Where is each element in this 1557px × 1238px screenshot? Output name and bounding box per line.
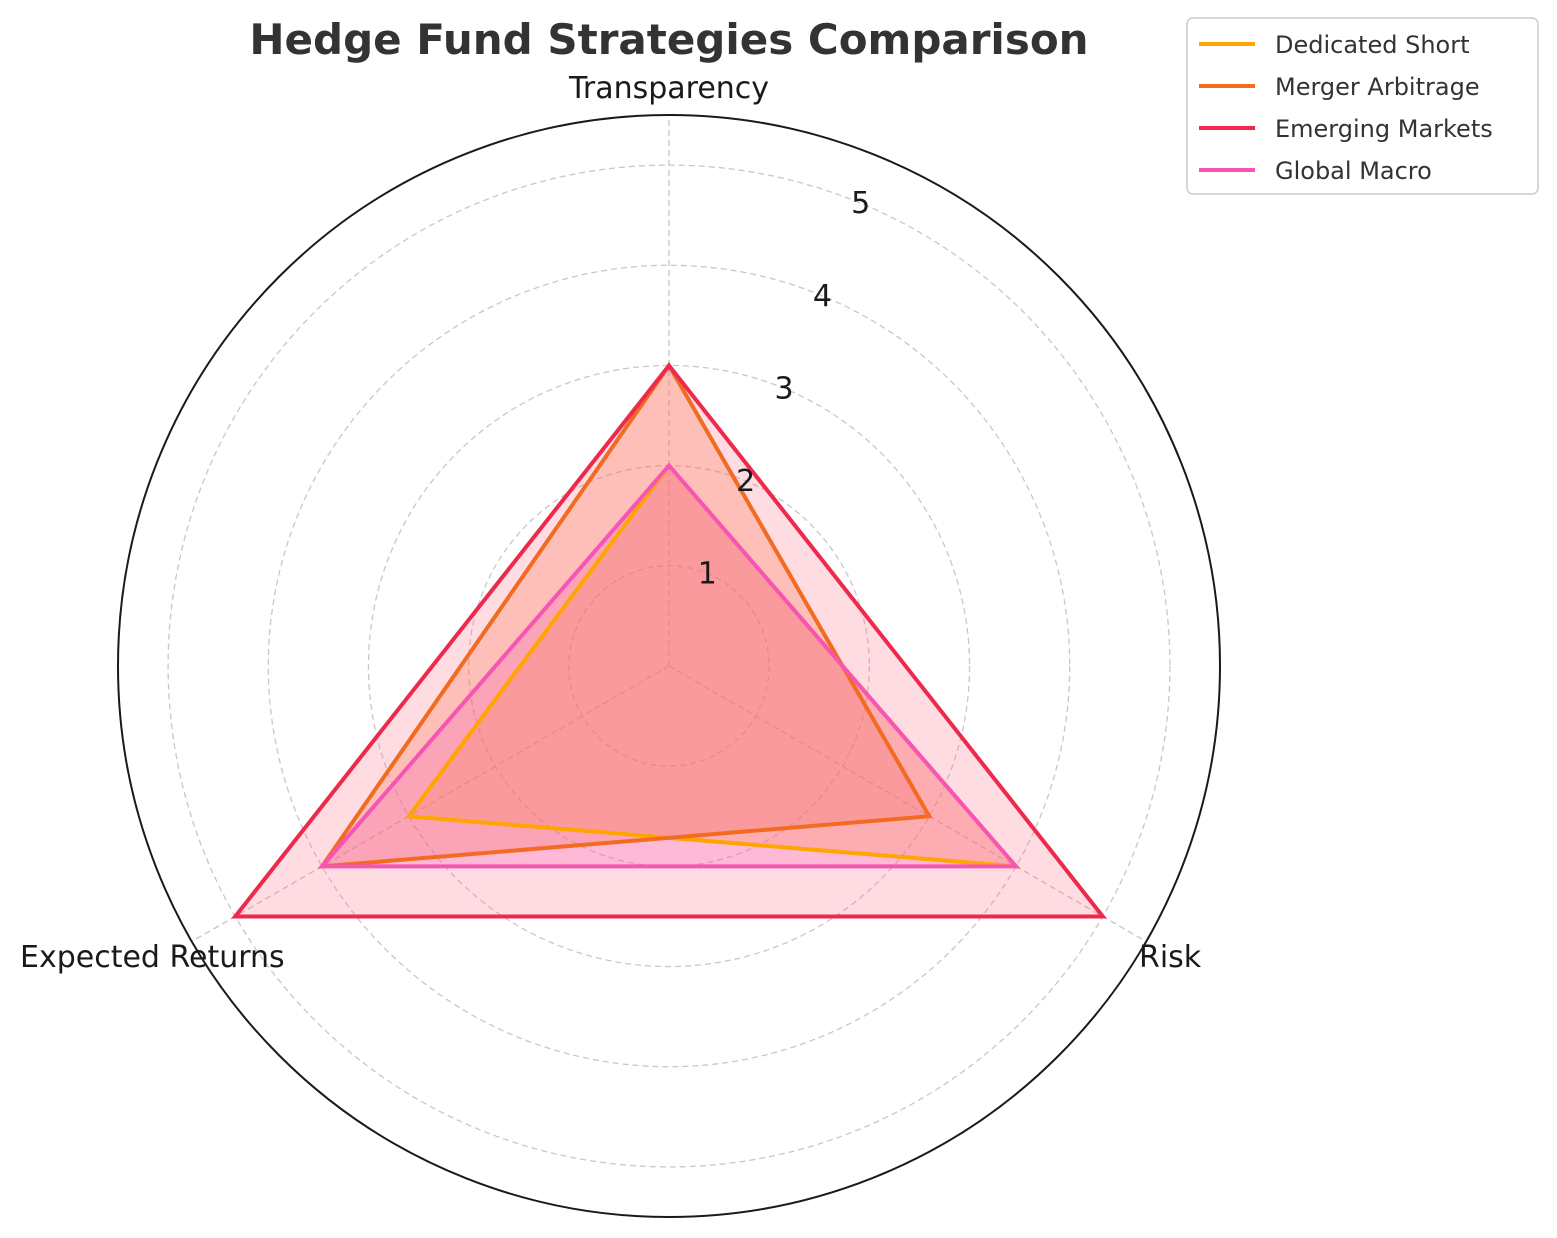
series-lines (231, 361, 1107, 919)
legend-label-2: Merger Arbitrage (1275, 73, 1480, 101)
radial-tick-labels: 1 2 3 4 5 (698, 186, 870, 591)
series-line-2 (317, 361, 933, 869)
grid-ring-4 (267, 264, 1071, 1068)
legend: Dedicated Short Merger Arbitrage Emerging … (1186, 17, 1539, 195)
radial-tick-label: 1 (698, 556, 717, 591)
radial-tick-label: 3 (774, 371, 793, 406)
series-fill-1 (408, 465, 1016, 867)
series-fill-3 (235, 365, 1103, 917)
grid-spoke-2 (668, 665, 1147, 943)
legend-label-4: Global Macro (1275, 157, 1432, 185)
axis-label-transparency: Transparency (568, 71, 769, 106)
series-line-3 (231, 362, 1107, 919)
radar-grid (117, 114, 1221, 1218)
series-fill-2 (322, 365, 930, 867)
outer-frame (117, 114, 1221, 1218)
grid-spoke-3 (191, 665, 670, 943)
radial-tick-label: 2 (736, 464, 755, 499)
legend-frame (1186, 17, 1539, 195)
chart-title: Hedge Fund Strategies Comparison (249, 15, 1088, 64)
axis-label-expected-returns: Expected Returns (20, 940, 285, 975)
series-fills (235, 365, 1103, 917)
axis-label-risk: Risk (1139, 940, 1202, 975)
axis-labels: Transparency Risk Expected Returns (20, 71, 1202, 975)
series-line-4 (317, 462, 1021, 869)
radial-tick-label: 5 (851, 186, 870, 221)
legend-label-3: Emerging Markets (1275, 115, 1493, 143)
legend-label-1: Dedicated Short (1275, 31, 1470, 59)
series-fill-4 (322, 465, 1016, 867)
radial-tick-label: 4 (813, 279, 832, 314)
